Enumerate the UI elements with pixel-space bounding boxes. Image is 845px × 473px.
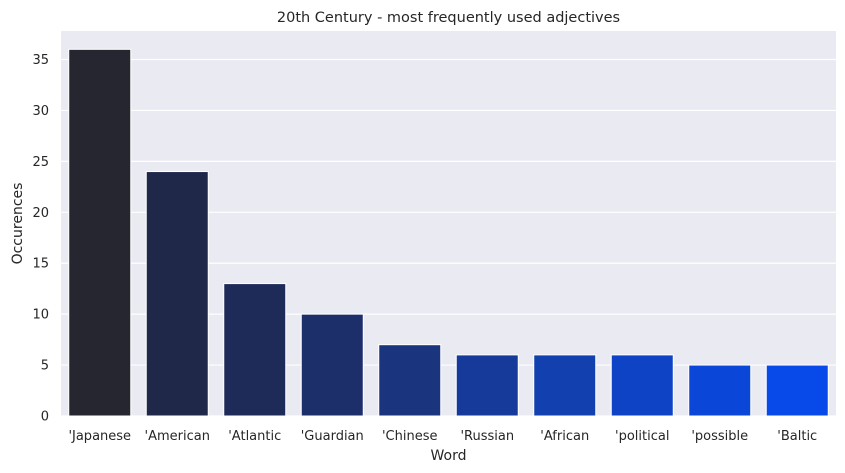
x-tick-label: 'political <box>615 429 669 444</box>
chart-title: 20th Century - most frequently used adje… <box>277 10 620 26</box>
bar <box>68 48 132 417</box>
x-tick-label: 'possible <box>691 429 748 444</box>
y-tick-label: 10 <box>32 308 49 323</box>
bar <box>765 364 829 417</box>
bar <box>145 171 209 417</box>
y-tick-label: 20 <box>32 206 49 221</box>
x-tick-label: 'Atlantic <box>228 429 281 444</box>
x-tick-label: 'Chinese <box>382 429 438 444</box>
x-tick-label: 'Guardian <box>301 429 364 444</box>
y-tick-label: 15 <box>32 257 49 272</box>
x-tick-label: 'American <box>145 429 210 444</box>
x-tick-label: 'Russian <box>460 429 514 444</box>
x-tick-label: 'Baltic <box>777 429 817 444</box>
bar <box>610 354 674 417</box>
x-tick-label: 'African <box>540 429 589 444</box>
x-tick-labels: 'Japanese 'American 'Atlantic 'Guardian 'Chi… <box>68 429 817 444</box>
y-tick-label: 25 <box>32 155 49 170</box>
x-axis-label: Word <box>431 448 467 464</box>
bar <box>223 283 287 417</box>
y-tick-label: 5 <box>41 359 49 374</box>
bars <box>68 48 829 417</box>
x-tick-label: 'Japanese <box>68 429 131 444</box>
bar <box>378 344 442 417</box>
bar <box>455 354 519 417</box>
y-tick-label: 30 <box>32 104 49 119</box>
bar <box>300 313 364 417</box>
bar <box>533 354 597 417</box>
bar <box>688 364 752 417</box>
y-tick-labels: 0 5 10 15 20 25 30 35 <box>32 53 49 424</box>
y-axis-label: Occurences <box>10 183 26 265</box>
y-tick-label: 35 <box>32 53 49 68</box>
y-tick-label: 0 <box>41 410 49 425</box>
